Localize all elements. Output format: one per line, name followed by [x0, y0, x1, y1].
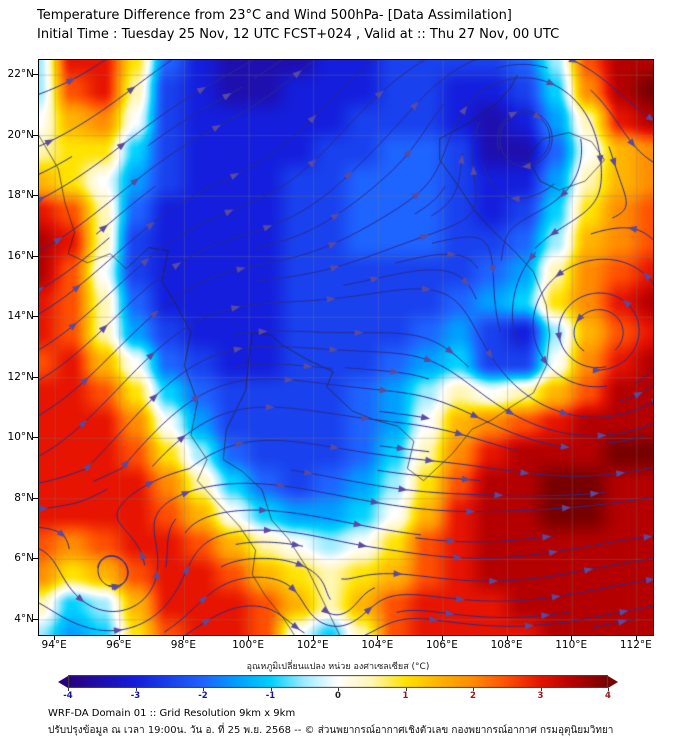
- y-axis-tick-label: 6°N: [14, 552, 34, 565]
- colorbar-ticks: -4 -3 -2 -1 0 1 2 3 4: [63, 688, 611, 702]
- x-axis-tick-label: 104°E: [361, 639, 394, 651]
- colorbar: อุณหภูมิเปลี่ยนแปลง หน่วย องศาเซลเซียส (…: [48, 659, 628, 702]
- colorbar-tick-label: -4: [63, 691, 73, 701]
- y-axis-tick-label: 22°N: [7, 68, 34, 81]
- weather-map-canvas: [39, 60, 653, 635]
- x-axis-tick-label: 110°E: [555, 639, 588, 651]
- colorbar-tick: [203, 688, 204, 691]
- x-axis-tick: [183, 636, 185, 640]
- x-axis-tick-label: 108°E: [490, 639, 523, 651]
- colorbar-tick: [270, 688, 272, 691]
- y-axis-tick-label: 18°N: [7, 189, 34, 202]
- y-axis-tick-label: 10°N: [7, 431, 34, 444]
- colorbar-tick: [68, 688, 69, 691]
- colorbar-tick: [135, 688, 137, 691]
- colorbar-tick: [608, 688, 609, 691]
- x-axis-tick-label: 100°E: [232, 639, 265, 651]
- colorbar-title: อุณหภูมิเปลี่ยนแปลง หน่วย องศาเซลเซียส (…: [246, 662, 430, 672]
- x-axis-tick: [248, 636, 250, 640]
- x-axis-tick-label: 98°E: [170, 639, 197, 651]
- x-axis-tick: [635, 636, 637, 640]
- y-axis-tick-label: 4°N: [14, 612, 34, 625]
- page-title: Temperature Difference from 23°C and Win…: [37, 8, 512, 23]
- footer-credit: ปรับปรุงข้อมูล ณ เวลา 19:00น. วัน อ. ที่…: [48, 725, 614, 736]
- colorbar-tick-label: -3: [130, 691, 141, 701]
- colorbar-tick-label: 1: [402, 691, 409, 701]
- x-axis-tick: [118, 636, 120, 640]
- x-axis-tick-label: 102°E: [296, 639, 329, 651]
- footer-domain-info: WRF-DA Domain 01 :: Grid Resolution 9km …: [48, 708, 296, 719]
- colorbar-left-arrow: [58, 675, 68, 688]
- colorbar-tick-label: -2: [198, 691, 208, 701]
- colorbar-tick-label: 2: [470, 691, 476, 701]
- x-axis-tick-label: 106°E: [425, 639, 458, 651]
- colorbar-tick: [540, 688, 542, 691]
- colorbar-tick-label: 3: [537, 691, 544, 701]
- map-plot-area: [38, 59, 654, 636]
- y-axis-tick-label: 14°N: [7, 310, 34, 323]
- x-axis-tick-label: 96°E: [106, 639, 132, 651]
- colorbar-tick-label: 0: [335, 691, 341, 701]
- colorbar-bar: [48, 675, 628, 688]
- x-axis-tick-label: 94°E: [41, 639, 67, 651]
- y-axis-tick-label: 12°N: [7, 370, 34, 383]
- colorbar-gradient: [68, 675, 608, 688]
- colorbar-tick-label: -1: [265, 691, 276, 701]
- y-axis-tick-label: 8°N: [14, 491, 34, 504]
- y-axis-tick-label: 16°N: [7, 249, 34, 262]
- page-subtitle: Initial Time : Tuesday 25 Nov, 12 UTC FC…: [37, 26, 560, 42]
- x-axis-tick-label: 112°E: [619, 639, 652, 651]
- x-axis-tick: [441, 636, 443, 640]
- colorbar-tick-label: 4: [605, 691, 611, 701]
- colorbar-tick: [338, 688, 339, 691]
- colorbar-tick: [405, 688, 407, 691]
- colorbar-right-arrow: [608, 675, 618, 688]
- x-axis-tick: [312, 636, 314, 640]
- x-axis-tick: [571, 636, 573, 640]
- header: Temperature Difference from 23°C and Win…: [37, 7, 559, 45]
- y-axis-tick-label: 20°N: [7, 128, 34, 141]
- x-axis-tick: [377, 636, 379, 640]
- x-axis-tick: [54, 636, 56, 640]
- x-axis-tick: [506, 636, 508, 640]
- colorbar-tick: [473, 688, 474, 691]
- footer: WRF-DA Domain 01 :: Grid Resolution 9km …: [48, 708, 613, 738]
